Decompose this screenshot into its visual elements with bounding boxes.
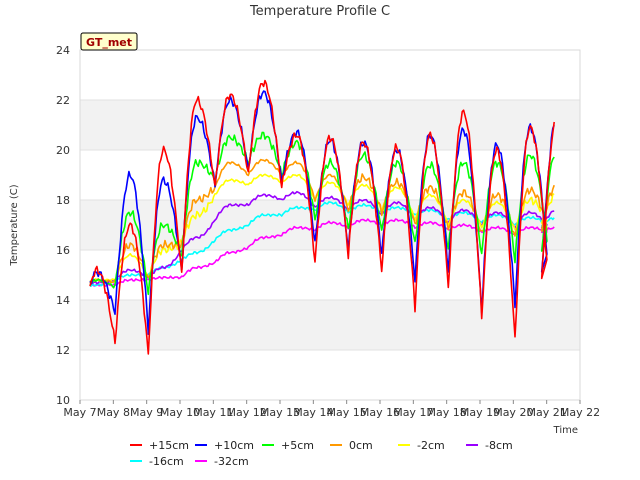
plot-band	[80, 300, 580, 350]
legend-label: 0cm	[349, 439, 373, 452]
plot-band	[80, 250, 580, 300]
legend-label: -2cm	[417, 439, 445, 452]
plot-band	[80, 200, 580, 250]
y-tick-label: 22	[56, 94, 70, 107]
series-line	[89, 173, 555, 283]
legend-item: 0cm	[330, 439, 373, 452]
y-tick-label: 10	[56, 394, 70, 407]
legend-label: -8cm	[485, 439, 513, 452]
series-lines	[89, 79, 555, 355]
x-tick-label: May 10	[160, 406, 200, 419]
station-badge: GT_met	[80, 32, 138, 51]
x-tick-label: May 12	[227, 406, 267, 419]
legend-label: +10cm	[214, 439, 254, 452]
y-tick-label: 18	[56, 194, 70, 207]
legend-item: -32cm	[195, 455, 249, 468]
plot-frame	[79, 49, 581, 401]
x-tick-label: May 20	[493, 406, 533, 419]
series-line	[89, 158, 555, 284]
series-line	[89, 131, 555, 296]
plot-band	[80, 50, 580, 100]
legend-item: -8cm	[466, 439, 513, 452]
legend-item: -16cm	[130, 455, 184, 468]
x-tick-label: May 17	[393, 406, 433, 419]
legend-item: +10cm	[195, 439, 254, 452]
y-tick-label: 12	[56, 344, 70, 357]
y-tick-label: 16	[56, 244, 70, 257]
x-tick-label: May 9	[130, 406, 163, 419]
x-tick-label: May 14	[293, 406, 333, 419]
legend-item: -2cm	[398, 439, 445, 452]
legend-label: +15cm	[149, 439, 189, 452]
y-tick-label: 24	[56, 44, 70, 57]
legend-label: +5cm	[281, 439, 314, 452]
x-tick-label: May 13	[260, 406, 300, 419]
y-axis-label: Temperature (C)	[9, 184, 20, 266]
series-line	[89, 201, 555, 288]
x-tick-label: May 8	[97, 406, 130, 419]
x-tick-label: May 18	[427, 406, 467, 419]
x-tick-label: May 19	[460, 406, 500, 419]
legend-item: +15cm	[130, 439, 189, 452]
legend-item: +5cm	[262, 439, 314, 452]
x-tick-label: May 16	[360, 406, 400, 419]
x-tick-label: May 11	[193, 406, 233, 419]
station-badge-label: GT_met	[86, 36, 132, 49]
x-tick-label: May 7	[63, 406, 96, 419]
series-line	[89, 218, 555, 287]
x-axis-label: Time	[553, 425, 578, 436]
legend-label: -16cm	[149, 455, 184, 468]
y-tick-label: 20	[56, 144, 70, 157]
x-tick-label: May 21	[527, 406, 567, 419]
x-tick-label: May 15	[327, 406, 367, 419]
x-tick-label: May 22	[560, 406, 600, 419]
y-axis: 10 12 14 16 18 20 22 24	[56, 44, 70, 407]
legend: +15cm +10cm +5cm 0cm -2cm -8cm -16cm -32cm	[130, 439, 513, 468]
y-tick-label: 14	[56, 294, 70, 307]
plot-band	[80, 350, 580, 400]
series-line	[89, 79, 555, 355]
chart-title: Temperature Profile C	[249, 4, 390, 19]
legend-label: -32cm	[214, 455, 249, 468]
